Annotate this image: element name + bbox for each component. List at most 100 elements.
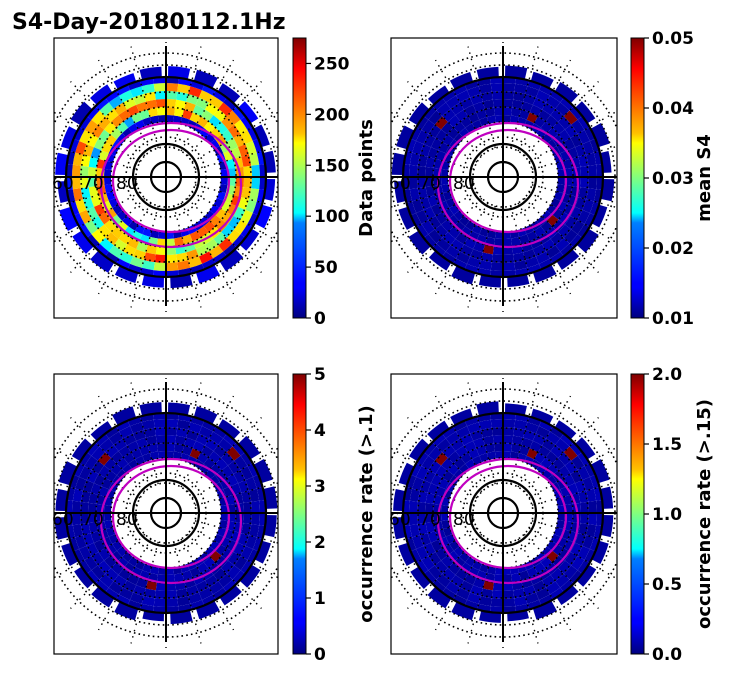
heatmap-cell xyxy=(468,112,480,124)
heatmap-cell xyxy=(591,204,608,228)
colorbar xyxy=(292,373,307,655)
heatmap-cell xyxy=(550,587,564,600)
heatmap-cell xyxy=(435,548,448,561)
heatmap-cell xyxy=(226,203,239,216)
latitude-label: 70 xyxy=(82,174,104,194)
heatmap-cell xyxy=(427,586,452,609)
heatmap-cell xyxy=(75,535,87,549)
heatmap-cell xyxy=(201,420,216,432)
heatmap-cell xyxy=(586,488,597,502)
heatmap-cell xyxy=(91,552,105,566)
heatmap-cell xyxy=(546,550,559,563)
heatmap-cell xyxy=(586,188,597,202)
figure-title: S4-Day-20180112.1Hz xyxy=(12,10,286,35)
heatmap-cell xyxy=(130,592,144,604)
heatmap-cell xyxy=(445,534,456,544)
heatmap-cell xyxy=(240,452,253,466)
longitude-gridline xyxy=(194,184,278,208)
heatmap-cell xyxy=(480,252,493,263)
longitude-gridline xyxy=(70,197,146,273)
heatmap-cell xyxy=(464,599,479,610)
heatmap-cell xyxy=(560,243,574,257)
heatmap-cell xyxy=(176,252,189,263)
heatmap-cell xyxy=(542,574,556,588)
heatmap-cell xyxy=(416,466,429,481)
heatmap-cell xyxy=(99,237,114,252)
longitude-gridline xyxy=(180,395,235,488)
heatmap-cell xyxy=(72,513,81,526)
colorbar-tick-label: 3 xyxy=(314,477,326,497)
heatmap-cell xyxy=(538,445,551,458)
heatmap-cell xyxy=(479,227,489,237)
heatmap-cell xyxy=(523,249,536,261)
heatmap-cell xyxy=(434,452,448,466)
heatmap-cell xyxy=(476,445,487,456)
heatmap-cell xyxy=(249,524,260,538)
heatmap-cell xyxy=(577,224,590,238)
heatmap-cell xyxy=(188,592,202,604)
heatmap-cell xyxy=(403,499,410,513)
heatmap-cell xyxy=(105,251,119,264)
heatmap-cell xyxy=(512,99,524,110)
heatmap-cell xyxy=(584,463,596,478)
heatmap-cell xyxy=(205,574,219,588)
heatmap-cell xyxy=(91,446,106,461)
heatmap-cell xyxy=(167,66,191,80)
heatmap-cell xyxy=(152,270,166,277)
heatmap-cell xyxy=(546,540,557,551)
heatmap-cell xyxy=(245,199,257,213)
heatmap-cell xyxy=(412,141,424,155)
heatmap-cell xyxy=(441,513,449,522)
heatmap-cell xyxy=(195,580,209,593)
heatmap-cell xyxy=(154,91,166,100)
heatmap-cell xyxy=(247,548,259,563)
heatmap-cell xyxy=(513,252,526,263)
heatmap-cell xyxy=(204,546,216,557)
heatmap-cell xyxy=(104,520,113,530)
heatmap-cell xyxy=(486,115,496,124)
heatmap-cell xyxy=(525,592,539,604)
heatmap-cell xyxy=(131,448,143,460)
heatmap-cell xyxy=(166,590,178,599)
heatmap-cell xyxy=(189,448,201,460)
heatmap-cell xyxy=(519,109,530,120)
heatmap-cell xyxy=(79,224,92,238)
heatmap-cell xyxy=(416,452,429,466)
longitude-gridline xyxy=(194,482,278,506)
heatmap-cell xyxy=(99,573,114,588)
heatmap-cell xyxy=(116,420,131,432)
heatmap-cell xyxy=(86,234,100,248)
heatmap-cell xyxy=(558,560,572,574)
heatmap-cell xyxy=(513,427,526,438)
heatmap-cell xyxy=(227,216,241,230)
longitude-gridline xyxy=(54,184,138,208)
heatmap-cell xyxy=(428,565,443,580)
colorbar-label: occurrence rate (>.15) xyxy=(694,399,715,629)
colorbar-tick-label: 200 xyxy=(314,105,350,125)
heatmap-cell xyxy=(434,560,448,574)
heatmap-cell xyxy=(155,246,166,255)
heatmap-cell xyxy=(247,127,259,142)
heatmap-cell xyxy=(108,534,119,544)
heatmap-cell xyxy=(233,134,246,148)
heatmap-cell xyxy=(417,154,428,167)
heatmap-cell xyxy=(460,244,474,257)
heatmap-cell xyxy=(79,452,92,466)
heatmap-cell xyxy=(409,524,420,538)
heatmap-cell xyxy=(600,178,615,202)
colorbar-tick-label: 0.5 xyxy=(652,575,682,595)
heatmap-cell xyxy=(512,435,524,446)
heatmap-cell xyxy=(195,264,220,284)
longitude-gridline xyxy=(510,205,539,308)
heatmap-cell xyxy=(569,570,583,584)
heatmap-cell xyxy=(503,115,512,123)
heatmap-cell xyxy=(254,204,273,229)
heatmap-cell xyxy=(409,500,418,513)
heatmap-cell xyxy=(503,451,512,459)
heatmap-cell xyxy=(570,134,583,148)
longitude-gridline xyxy=(97,202,152,295)
heatmap-cell xyxy=(154,254,166,263)
heatmap-cell xyxy=(182,234,193,245)
heatmap-cell xyxy=(459,463,470,475)
heatmap-cell xyxy=(201,84,216,96)
